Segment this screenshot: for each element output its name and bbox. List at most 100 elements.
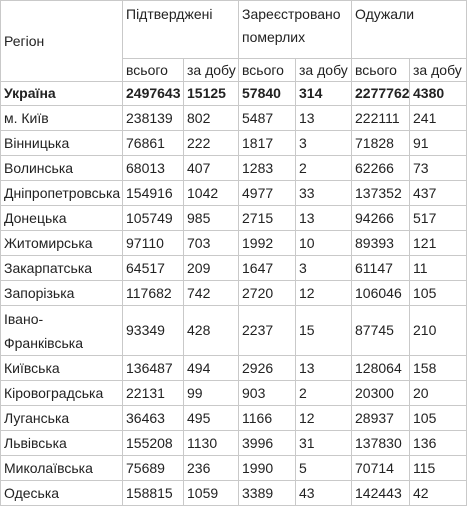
confirmed-total-cell: 155208 <box>122 430 184 456</box>
recovered-day-cell: 105 <box>409 280 468 306</box>
deaths-total-cell: 5487 <box>238 105 297 131</box>
confirmed-day-cell: 209 <box>182 255 240 281</box>
deaths-day-cell: 2 <box>295 155 353 181</box>
table-row: Житомирська 97110 703 1992 10 89393 121 <box>0 230 468 256</box>
confirmed-total-cell: 117682 <box>122 280 184 306</box>
confirmed-day-cell: 703 <box>182 230 240 256</box>
deaths-day-cell: 5 <box>295 455 353 481</box>
recovered-day-cell: 105 <box>409 405 468 431</box>
total-recovered-total-cell: 2277762 <box>351 81 411 106</box>
confirmed-day-cell: 428 <box>182 305 240 356</box>
confirmed-total-cell: 68013 <box>122 155 184 181</box>
table-row: Волинська 68013 407 1283 2 62266 73 <box>0 155 468 181</box>
total-deaths-day-cell: 314 <box>295 81 353 106</box>
recovered-day-cell: 517 <box>409 205 468 231</box>
table-row: Дніпропетровська 154916 1042 4977 33 137352 43… <box>0 180 468 206</box>
confirmed-day-cell: 407 <box>182 155 240 181</box>
confirmed-day-header: за добу <box>182 58 240 82</box>
region-cell: Запорізька <box>0 280 123 306</box>
table-row: Одеська 158815 1059 3389 43 142443 42 <box>0 480 468 506</box>
region-cell: Миколаївська <box>0 455 123 481</box>
recovered-total-cell: 61147 <box>351 255 411 281</box>
confirmed-total-cell: 158815 <box>122 480 184 506</box>
confirmed-total-header: всього <box>122 58 184 82</box>
recovered-total-cell: 222111 <box>351 105 411 131</box>
confirmed-day-cell: 1059 <box>182 480 240 506</box>
deaths-total-cell: 1647 <box>238 255 297 281</box>
table-row: Миколаївська 75689 236 1990 5 70714 115 <box>0 455 468 481</box>
table-row: Луганська 36463 495 1166 12 28937 105 <box>0 405 468 431</box>
deaths-total-cell: 1283 <box>238 155 297 181</box>
recovered-day-header: за добу <box>409 58 468 82</box>
recovered-total-cell: 89393 <box>351 230 411 256</box>
recovered-day-cell: 73 <box>409 155 468 181</box>
recovered-total-cell: 71828 <box>351 130 411 156</box>
recovered-total-cell: 28937 <box>351 405 411 431</box>
table-row: Львівська 155208 1130 3996 31 137830 136 <box>0 430 468 456</box>
deaths-group-header: Зареєстровано померлих <box>238 0 353 59</box>
deaths-day-cell: 31 <box>295 430 353 456</box>
table-row: Вінницька 76861 222 1817 3 71828 91 <box>0 130 468 156</box>
total-confirmed-day-cell: 15125 <box>182 81 240 106</box>
confirmed-total-cell: 105749 <box>122 205 184 231</box>
deaths-total-cell: 1992 <box>238 230 297 256</box>
region-cell: Житомирська <box>0 230 123 256</box>
table-row: Донецька 105749 985 2715 13 94266 517 <box>0 205 468 231</box>
confirmed-day-cell: 1130 <box>182 430 240 456</box>
confirmed-day-cell: 99 <box>182 380 240 406</box>
total-row: Україна 2497643 15125 57840 314 2277762 … <box>0 81 468 106</box>
recovered-total-cell: 94266 <box>351 205 411 231</box>
recovered-total-cell: 142443 <box>351 480 411 506</box>
region-cell: Київська <box>0 355 123 381</box>
table-row: Івано-Франківська 93349 428 2237 15 87745 210 <box>0 305 468 356</box>
recovered-total-cell: 87745 <box>351 305 411 356</box>
confirmed-total-cell: 22131 <box>122 380 184 406</box>
deaths-day-cell: 12 <box>295 405 353 431</box>
confirmed-day-cell: 742 <box>182 280 240 306</box>
region-cell: Луганська <box>0 405 123 431</box>
recovered-total-cell: 62266 <box>351 155 411 181</box>
deaths-day-cell: 10 <box>295 230 353 256</box>
confirmed-total-cell: 76861 <box>122 130 184 156</box>
deaths-day-cell: 12 <box>295 280 353 306</box>
deaths-total-cell: 1166 <box>238 405 297 431</box>
deaths-day-cell: 2 <box>295 380 353 406</box>
confirmed-total-cell: 136487 <box>122 355 184 381</box>
deaths-day-cell: 3 <box>295 255 353 281</box>
table-row: Запорізька 117682 742 2720 12 106046 105 <box>0 280 468 306</box>
confirmed-day-cell: 985 <box>182 205 240 231</box>
region-cell: Волинська <box>0 155 123 181</box>
confirmed-total-cell: 75689 <box>122 455 184 481</box>
deaths-total-cell: 2926 <box>238 355 297 381</box>
recovered-day-cell: 11 <box>409 255 468 281</box>
recovered-total-cell: 106046 <box>351 280 411 306</box>
total-region-cell: Україна <box>0 81 123 106</box>
recovered-day-cell: 115 <box>409 455 468 481</box>
recovered-group-header: Одужали <box>351 0 468 59</box>
deaths-total-cell: 1990 <box>238 455 297 481</box>
table-row: Київська 136487 494 2926 13 128064 158 <box>0 355 468 381</box>
deaths-day-cell: 15 <box>295 305 353 356</box>
confirmed-day-cell: 802 <box>182 105 240 131</box>
region-cell: Івано-Франківська <box>0 305 123 356</box>
region-cell: Кіровоградська <box>0 380 123 406</box>
confirmed-total-cell: 97110 <box>122 230 184 256</box>
total-confirmed-total-cell: 2497643 <box>122 81 184 106</box>
recovered-total-cell: 128064 <box>351 355 411 381</box>
recovered-day-cell: 158 <box>409 355 468 381</box>
deaths-day-cell: 33 <box>295 180 353 206</box>
deaths-day-cell: 3 <box>295 130 353 156</box>
recovered-day-cell: 121 <box>409 230 468 256</box>
recovered-day-cell: 437 <box>409 180 468 206</box>
confirmed-group-header: Підтверджені <box>121 0 240 59</box>
recovered-day-cell: 241 <box>409 105 468 131</box>
recovered-day-cell: 42 <box>409 480 468 506</box>
deaths-total-header: всього <box>238 58 297 82</box>
confirmed-day-cell: 494 <box>182 355 240 381</box>
recovered-day-cell: 136 <box>409 430 468 456</box>
confirmed-day-cell: 222 <box>182 130 240 156</box>
deaths-day-cell: 13 <box>295 355 353 381</box>
header-row-groups: Регіон Підтверджені Зареєстровано померл… <box>0 0 468 82</box>
deaths-total-cell: 1817 <box>238 130 297 156</box>
